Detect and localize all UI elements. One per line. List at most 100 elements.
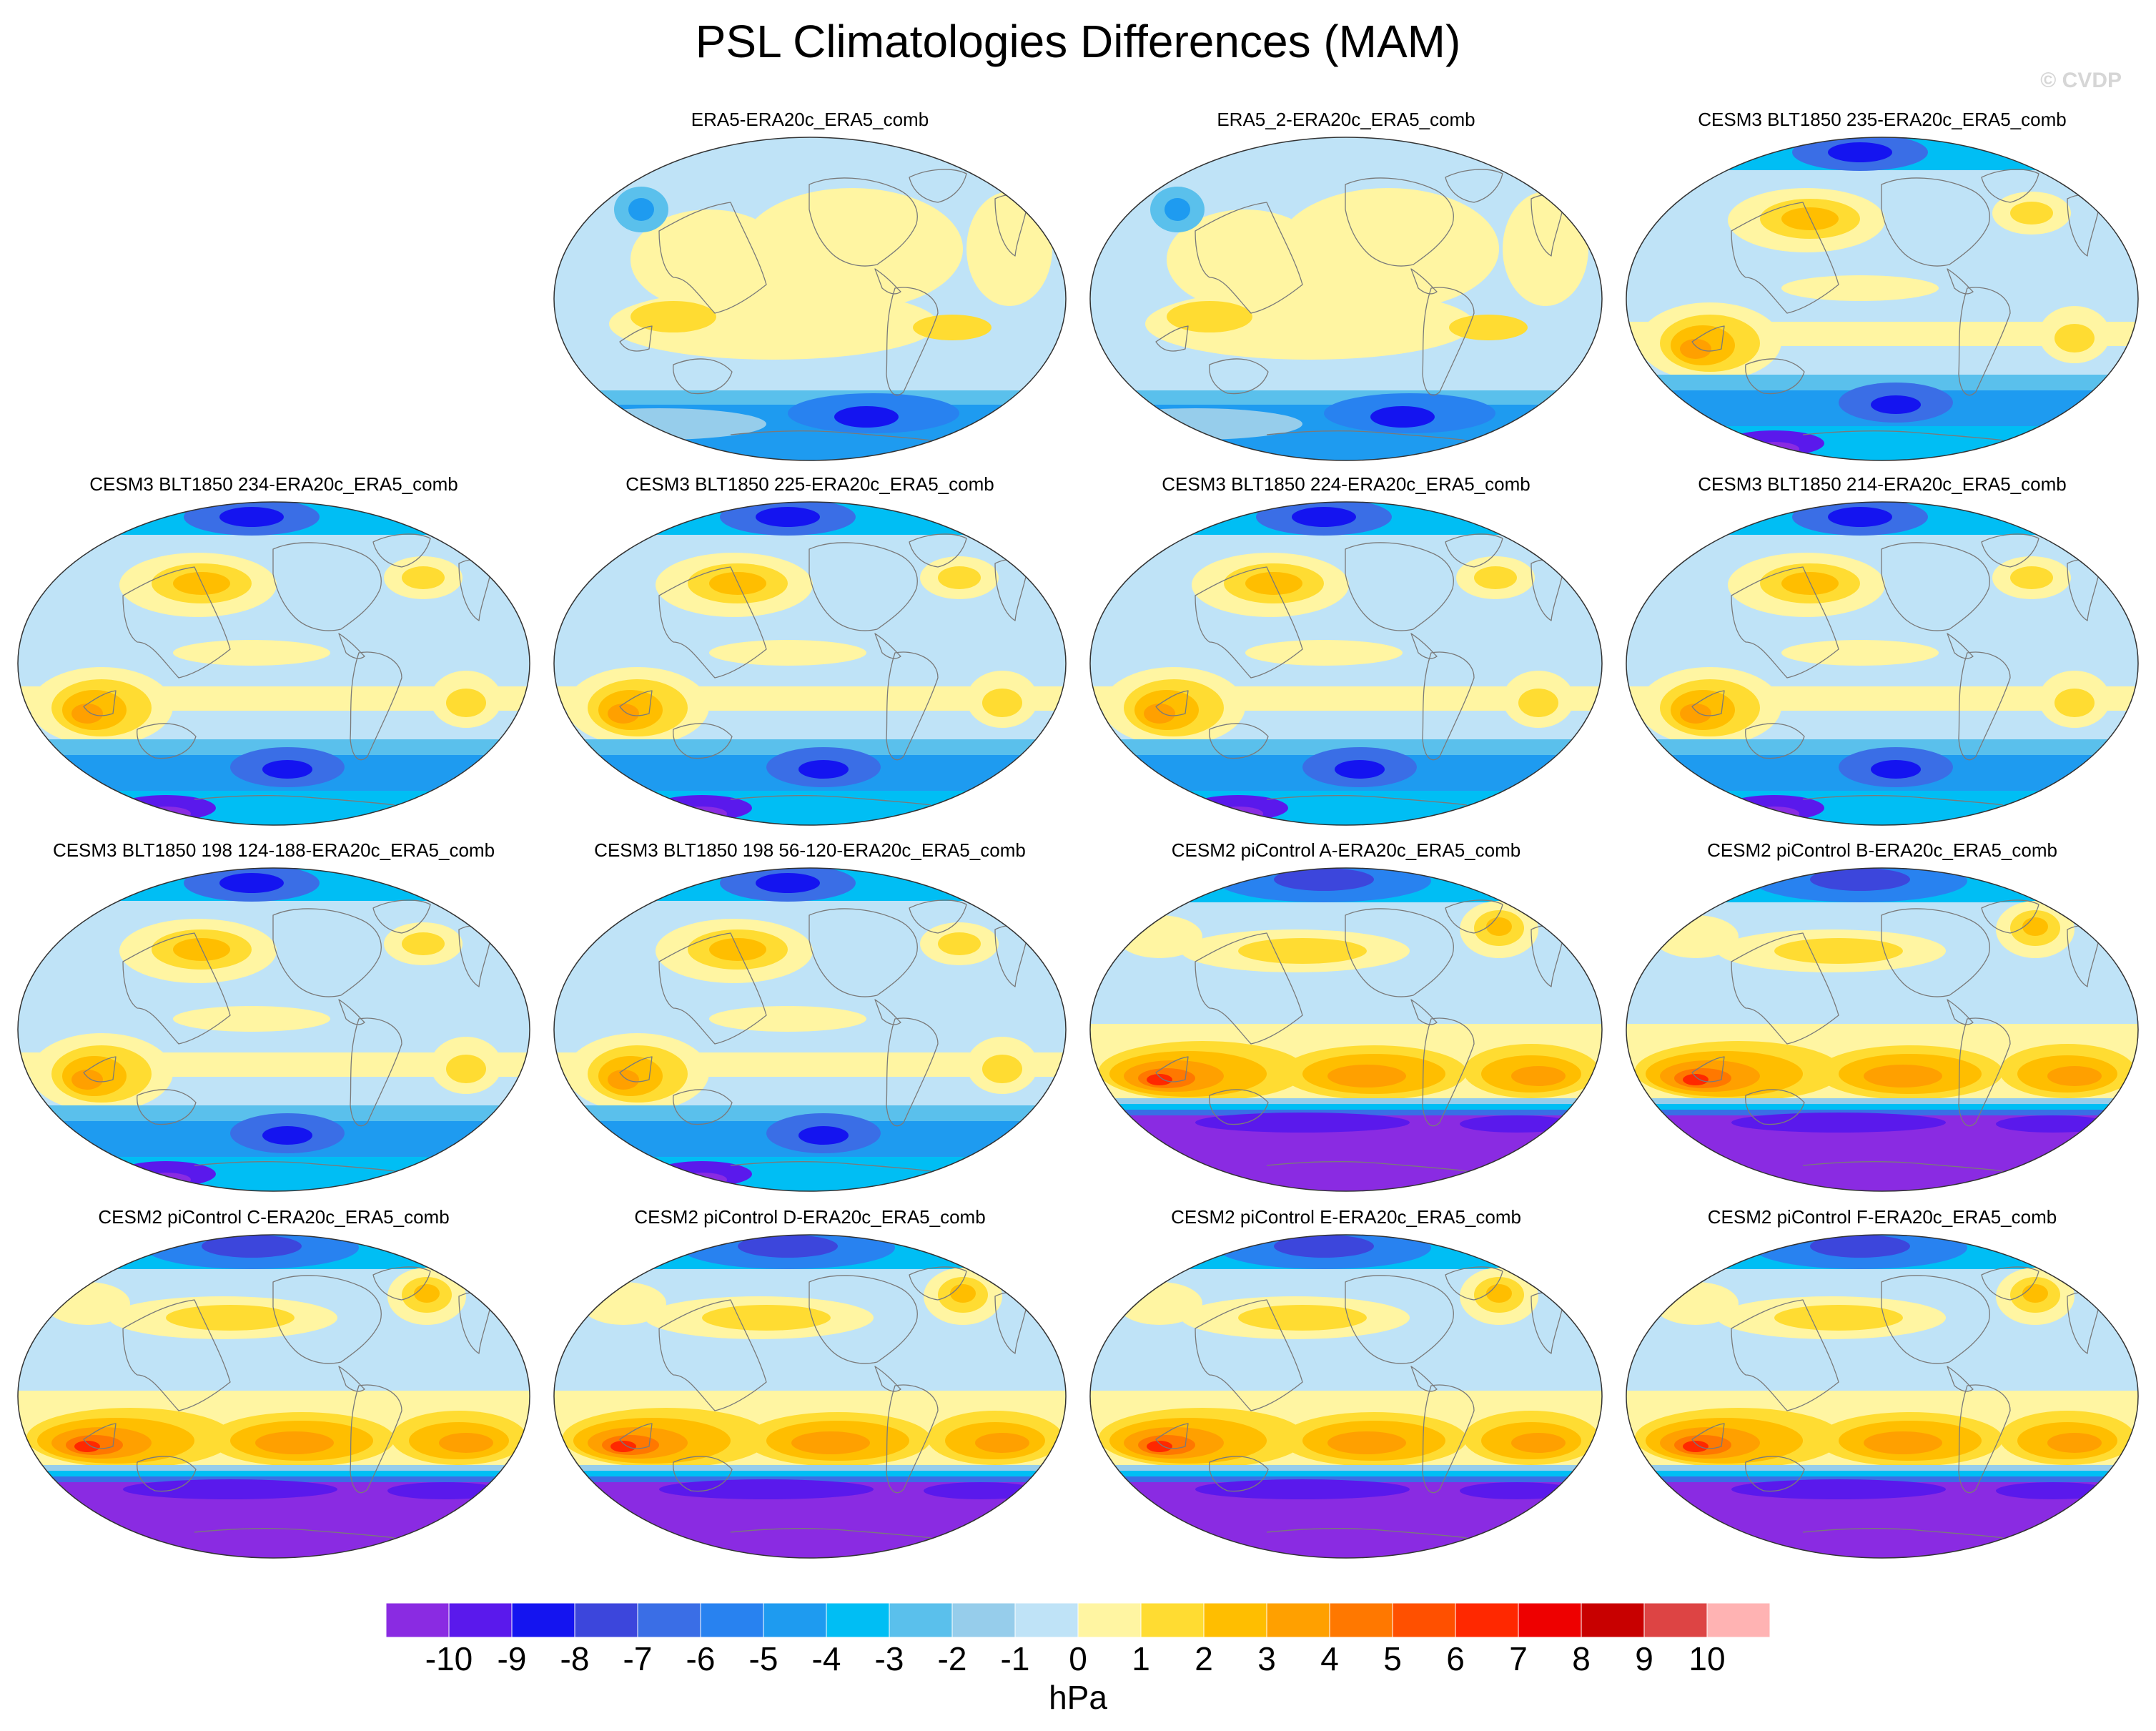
contour-region: [262, 760, 312, 779]
map-boundary: [1626, 137, 2139, 461]
contour-region: [938, 566, 981, 589]
psl-difference-field: [1090, 1235, 1602, 1558]
contour-region: [1238, 938, 1367, 964]
contour-region: [791, 1431, 870, 1454]
contour-region: [1274, 868, 1374, 891]
contour-region: [2022, 917, 2048, 936]
coastline: [372, 1266, 431, 1301]
colorbar-tick-label: 9: [1635, 1640, 1653, 1677]
coastline: [272, 542, 382, 631]
panel-title: CESM3 BLT1850 198 56-120-ERA20c_ERA5_com…: [594, 839, 1026, 861]
coastline: [886, 287, 939, 396]
coastline: [338, 999, 365, 1025]
contour-region: [610, 1441, 636, 1452]
psl-difference-field: [1626, 868, 2138, 1191]
contour-region: [677, 807, 727, 821]
colorbar-swatch: [1518, 1603, 1582, 1637]
contour-region: [1626, 1391, 2138, 1406]
contour-region: [1626, 1476, 2138, 1482]
colorbar-swatch: [574, 1603, 638, 1637]
map-boundary: [1626, 501, 2139, 826]
psl-difference-field: [1626, 502, 2138, 825]
figure-title: PSL Climatologies Differences (MAM): [695, 16, 1461, 67]
contour-region: [756, 507, 820, 527]
coastlines: [1155, 533, 1564, 806]
coastline: [673, 723, 733, 759]
coastline: [1345, 908, 1454, 997]
coastlines: [83, 533, 492, 806]
map-plot: [1089, 137, 1603, 461]
panel-title: CESM3 BLT1850 235-ERA20c_ERA5_comb: [1698, 109, 2067, 130]
coastline: [730, 430, 931, 441]
contour-region: [1871, 760, 1921, 779]
contour-region: [173, 1006, 330, 1032]
contour-region: [1147, 1074, 1172, 1085]
contour-region: [834, 406, 899, 428]
contour-region: [2010, 202, 2053, 225]
coastline: [1266, 430, 1468, 441]
contour-region: [1996, 1115, 2110, 1133]
coastline: [1947, 999, 1974, 1025]
coastline: [1731, 932, 1839, 1045]
contour-region: [1117, 915, 1202, 958]
map-panel: CESM3 BLT1850 198 56-120-ERA20c_ERA5_com…: [545, 838, 1075, 1201]
contour-region: [554, 791, 1066, 825]
coastline: [338, 633, 365, 659]
contour-region: [1090, 1471, 1602, 1476]
contour-region: [1653, 915, 1739, 958]
contour-region: [446, 689, 486, 717]
contour-region: [554, 1465, 1066, 1471]
contour-region: [2054, 689, 2095, 717]
map-plot: [1089, 867, 1603, 1192]
coastline: [1445, 1266, 1503, 1301]
psl-difference-field: [18, 502, 530, 825]
contour-region: [1274, 1235, 1374, 1258]
coastline: [1958, 287, 2011, 396]
coastline: [1947, 268, 1974, 295]
map-panel: CESM2 piControl B-ERA20c_ERA5_comb: [1617, 838, 2147, 1201]
coastline: [1410, 1366, 1438, 1392]
colorbar-swatch: [448, 1603, 513, 1637]
coastline: [1731, 202, 1839, 314]
contour-region: [1626, 1024, 2138, 1040]
coastline: [1422, 1384, 1475, 1494]
coastline: [1266, 1161, 1468, 1172]
contour-region: [1774, 938, 1903, 964]
map-panel: CESM2 piControl F-ERA20c_ERA5_comb: [1617, 1205, 2147, 1568]
contour-region: [1828, 507, 1892, 527]
coastline: [874, 268, 901, 295]
contour-region: [402, 566, 445, 589]
contour-region: [608, 704, 639, 724]
map-boundary: [1089, 1234, 1603, 1559]
colorbar-units: hPa: [1049, 1679, 1107, 1716]
coastlines: [1691, 1266, 2100, 1539]
coastline: [1745, 358, 1805, 395]
coastline: [272, 908, 382, 997]
coastline: [730, 1161, 931, 1172]
panel-title: CESM2 piControl C-ERA20c_ERA5_comb: [98, 1206, 450, 1228]
contour-region: [1749, 807, 1799, 821]
map-boundary: [553, 501, 1067, 826]
contour-region: [2047, 1066, 2102, 1086]
contour-region: [1245, 640, 1403, 666]
coastline: [1155, 325, 1189, 352]
coastline: [1195, 566, 1303, 679]
coastline: [673, 1089, 733, 1125]
colorbar-tick-label: 4: [1320, 1640, 1339, 1677]
colorbar: [386, 1603, 1770, 1637]
coastline: [874, 1366, 901, 1392]
contour-region: [18, 1476, 530, 1482]
coastlines: [619, 533, 1028, 806]
colorbar-swatch: [386, 1603, 450, 1637]
map-plot: [1626, 501, 2139, 826]
map-panel: CESM3 BLT1850 235-ERA20c_ERA5_comb: [1617, 107, 2147, 470]
coastline: [1209, 723, 1269, 759]
map-boundary: [553, 867, 1067, 1192]
contour-region: [1749, 442, 1799, 456]
contour-region: [141, 1173, 191, 1187]
contour-region: [1460, 1115, 1574, 1133]
coastlines: [1155, 899, 1564, 1172]
contour-region: [18, 1391, 530, 1406]
map-plot: [1626, 137, 2139, 461]
coastline: [1745, 1089, 1805, 1125]
